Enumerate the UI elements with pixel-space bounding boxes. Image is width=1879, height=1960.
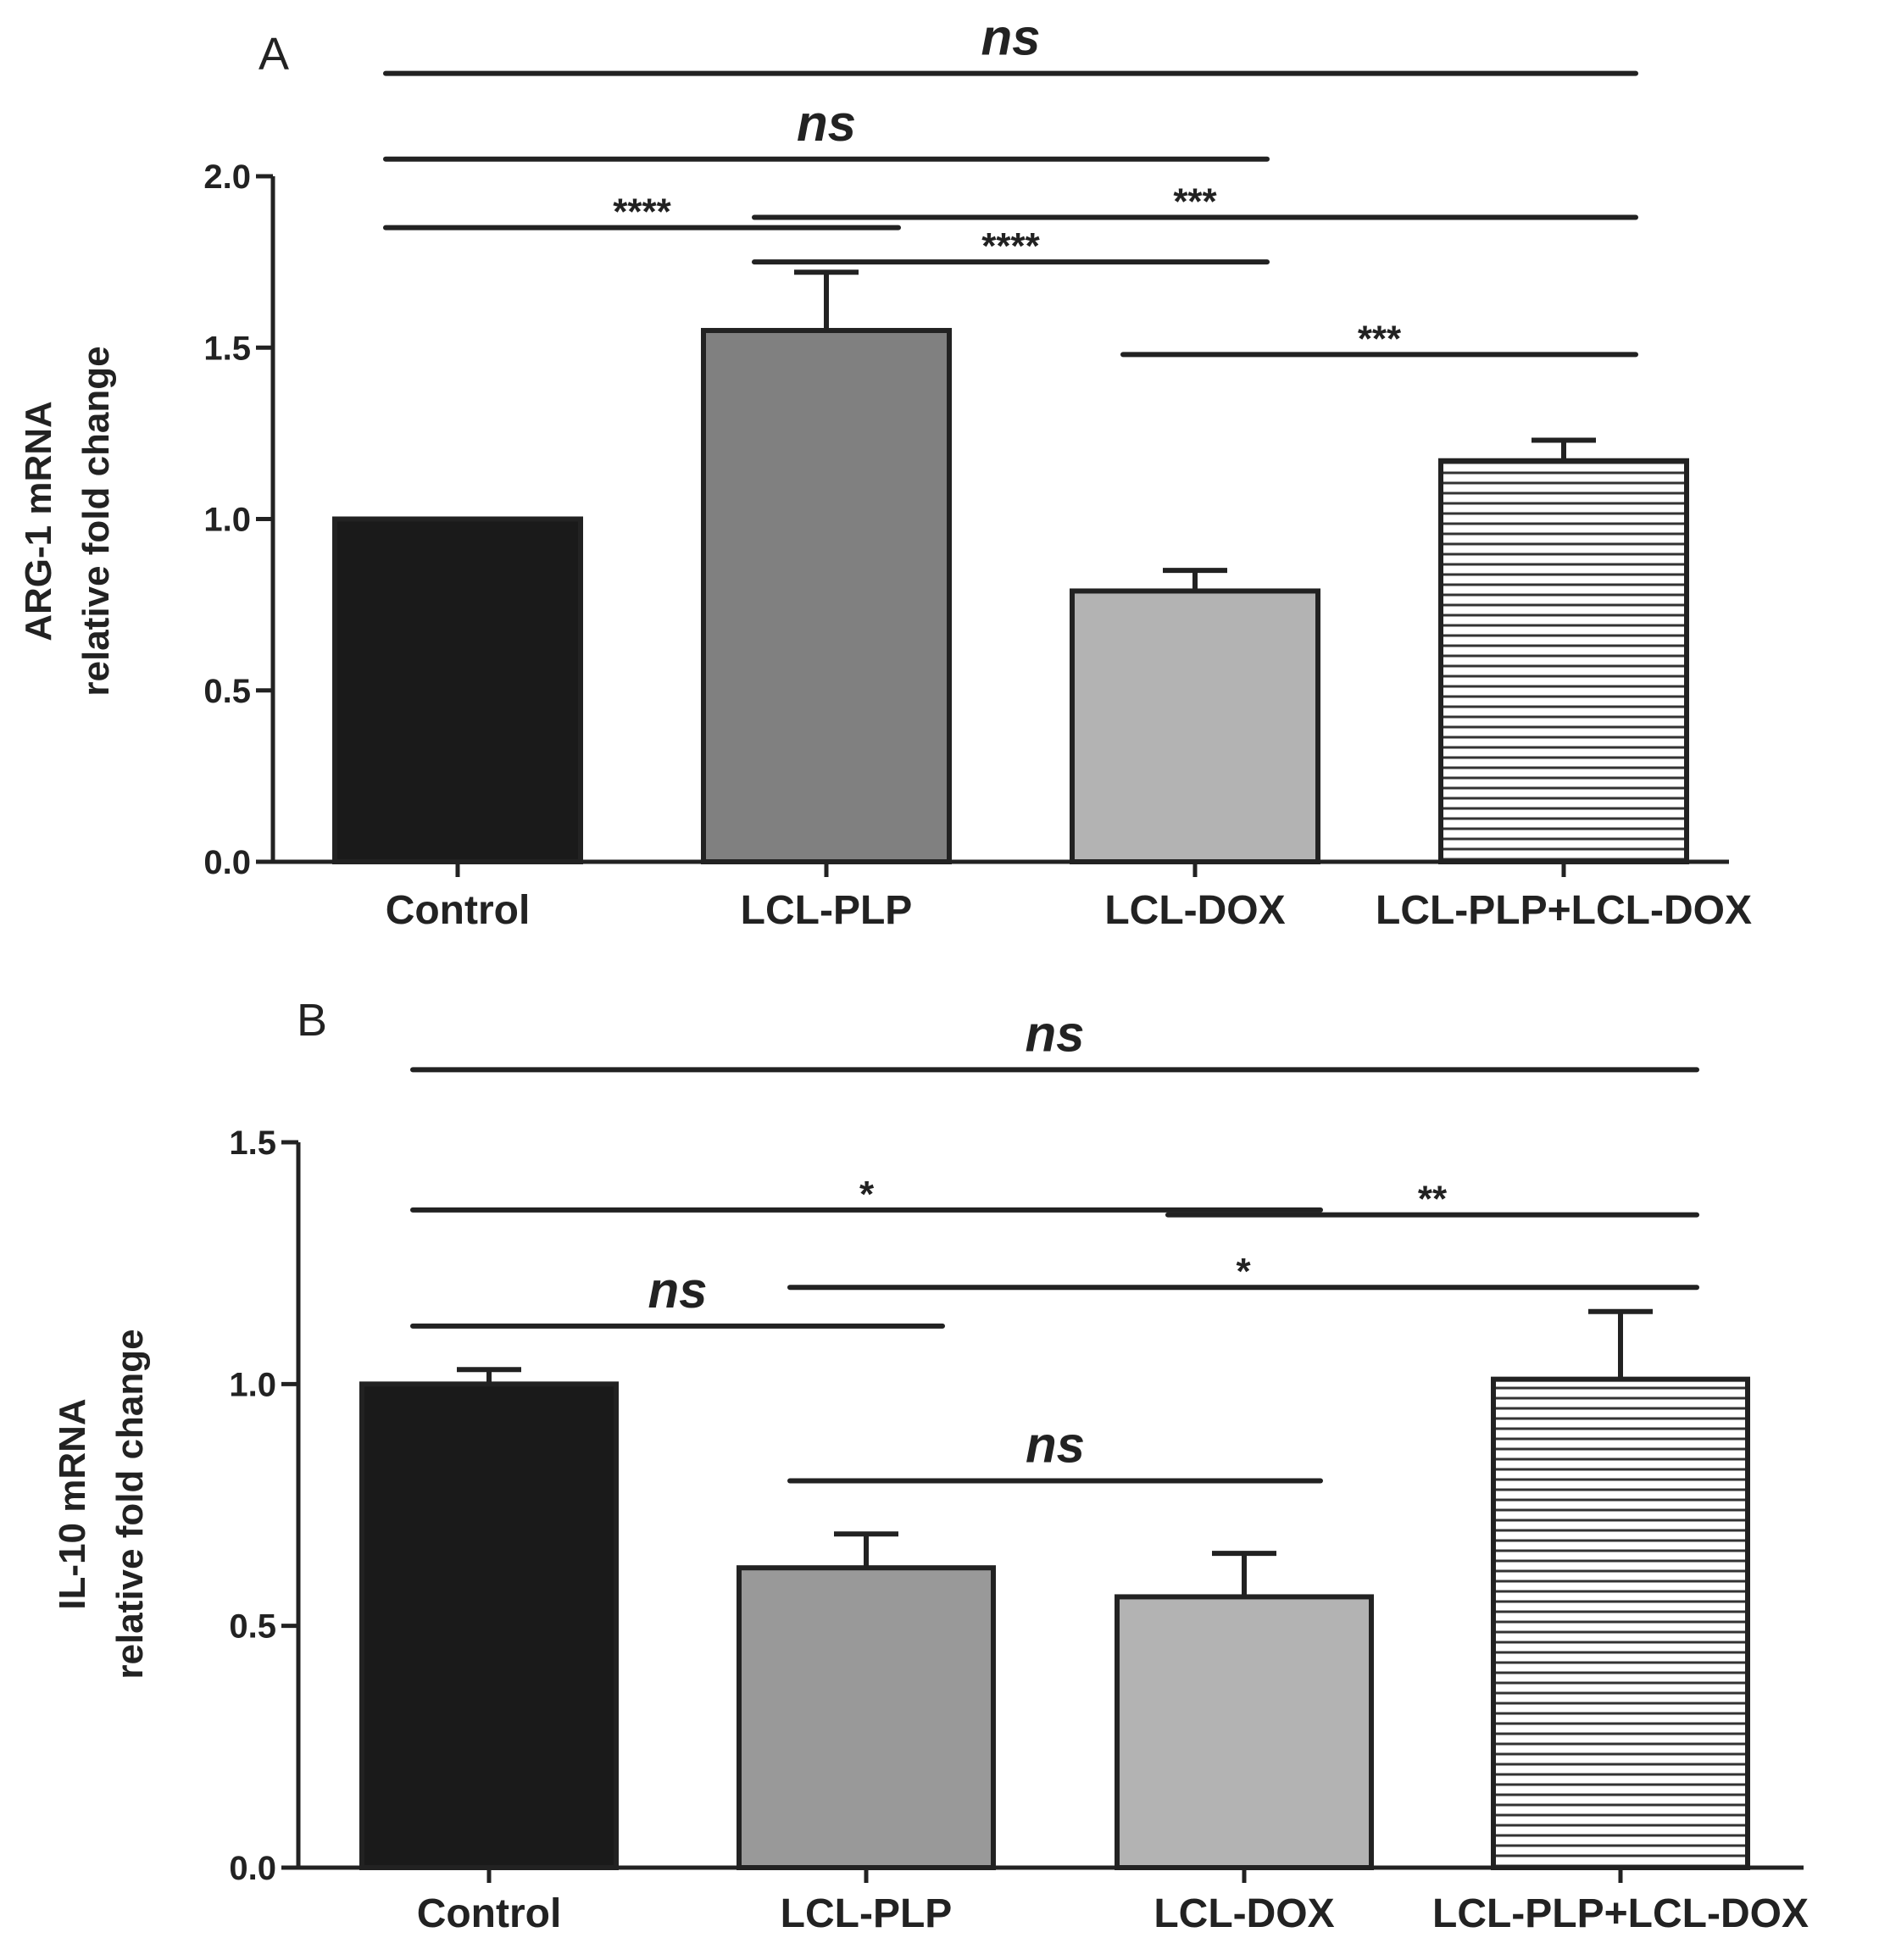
- significance-label: ns: [648, 1262, 707, 1319]
- significance-label: **: [1418, 1179, 1448, 1220]
- x-category-label: LCL-DOX: [1104, 888, 1285, 933]
- x-category-label: LCL-PLP+LCL-DOX: [1376, 888, 1752, 933]
- y-tick-label: 1.5: [229, 1124, 276, 1162]
- x-category-label: LCL-PLP+LCL-DOX: [1432, 1891, 1809, 1936]
- bar-lcl-plp-lcl-dox: [1491, 1376, 1750, 1871]
- panel-letter: B: [297, 995, 327, 1046]
- significance-label: ns: [1026, 1416, 1085, 1473]
- y-tick-label: 0.0: [203, 844, 251, 881]
- y-tick-label: 0.5: [203, 673, 251, 710]
- significance-label: ****: [981, 225, 1040, 267]
- y-tick-label: 2.0: [203, 158, 251, 196]
- y-tick-label: 1.0: [229, 1366, 276, 1403]
- panel-a: A ARG-1 mRNA relative fold change 0.0 0.5 1.0…: [18, 9, 1752, 933]
- y-tick-label: 1.5: [203, 330, 251, 367]
- y-axis-label: relative fold change: [75, 346, 117, 696]
- bar-control: [332, 516, 583, 864]
- bar-lcl-plp-lcl-dox: [1438, 458, 1689, 864]
- y-axis-label: IL-10 mRNA: [52, 1398, 93, 1609]
- significance-label: ns: [981, 9, 1040, 66]
- bar-control: [359, 1381, 619, 1871]
- y-tick-label: 0.5: [229, 1608, 276, 1646]
- significance-label: *: [859, 1174, 875, 1215]
- x-category-label: Control: [417, 1891, 562, 1936]
- significance-label: *: [1236, 1251, 1251, 1292]
- significance-label: ***: [1358, 318, 1402, 359]
- panel-b: B IL-10 mRNA relative fold change 0.0 0.5 1.0…: [52, 995, 1809, 1936]
- y-tick-label: 0.0: [229, 1850, 276, 1887]
- y-axis-label: relative fold change: [109, 1329, 151, 1679]
- significance-label: ****: [613, 192, 671, 233]
- bar-lcl-plp: [701, 328, 952, 864]
- x-category-label: LCL-PLP: [741, 888, 913, 933]
- x-category-label: Control: [386, 888, 531, 933]
- y-tick-label: 1.0: [203, 502, 251, 539]
- bar-lcl-dox: [1070, 588, 1320, 864]
- significance-label: ns: [1025, 1005, 1084, 1062]
- significance-label: ***: [1173, 181, 1217, 223]
- x-category-label: LCL-DOX: [1154, 1891, 1334, 1936]
- panel-letter: A: [259, 29, 289, 80]
- significance-label: ns: [797, 95, 856, 152]
- bar-lcl-plp: [737, 1565, 996, 1870]
- x-category-label: LCL-PLP: [781, 1891, 953, 1936]
- y-axis-label: ARG-1 mRNA: [18, 401, 59, 641]
- bar-lcl-dox: [1115, 1594, 1374, 1870]
